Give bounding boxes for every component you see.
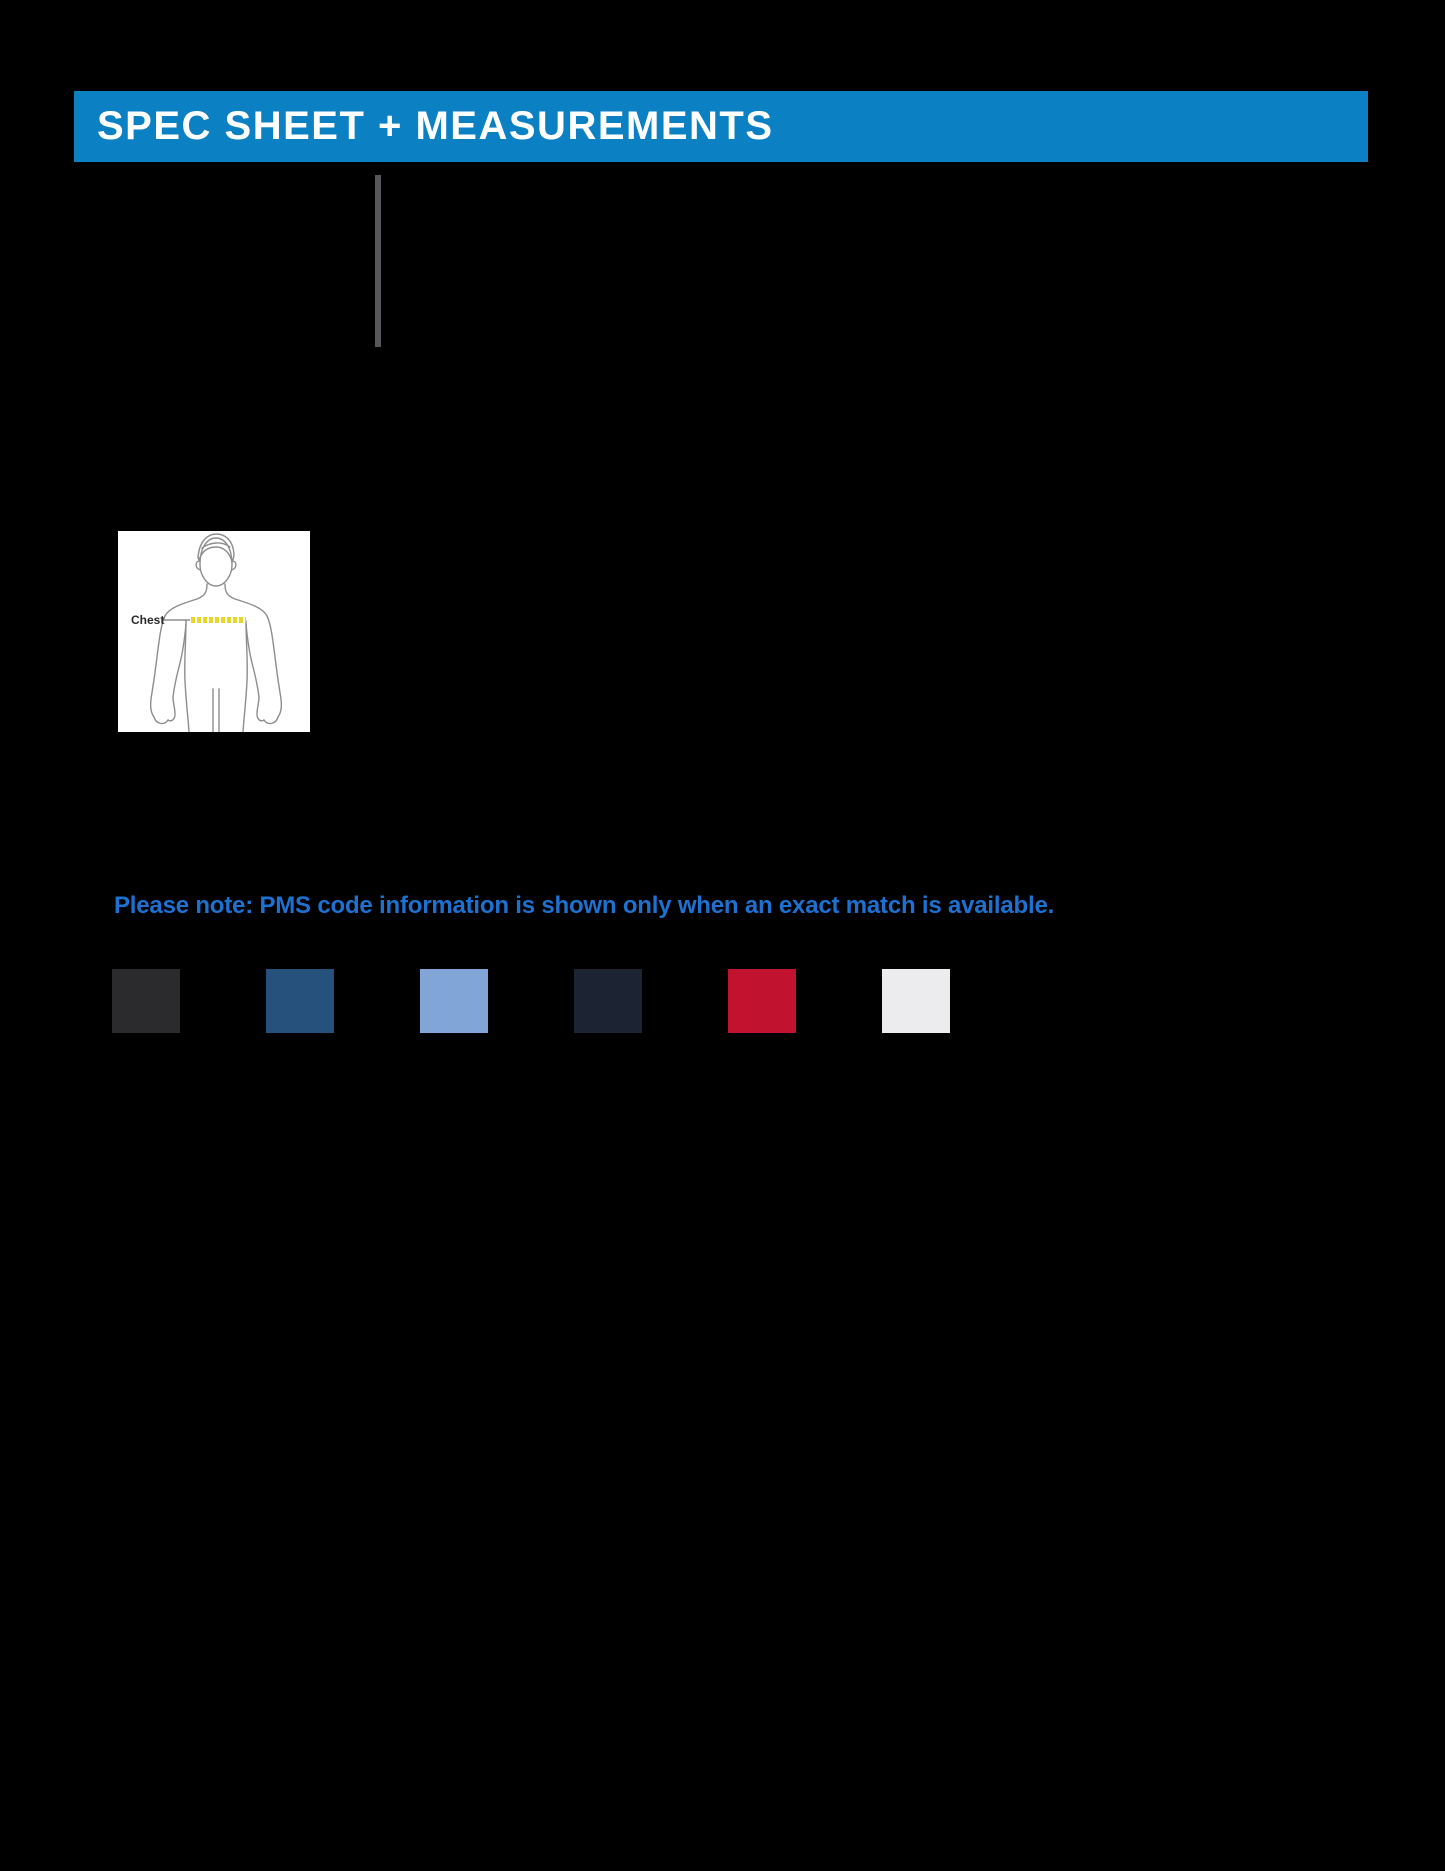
vertical-divider xyxy=(375,175,381,347)
pms-note-text: Please note: PMS code information is sho… xyxy=(114,892,1055,919)
color-swatch-navy xyxy=(574,969,642,1033)
chest-label: Chest xyxy=(131,613,164,627)
header-bar: SPEC SHEET + MEASUREMENTS xyxy=(74,91,1368,162)
chest-measurement-diagram: Chest xyxy=(118,531,310,732)
body-outline-drawing: Chest xyxy=(131,533,283,732)
color-swatch-row xyxy=(112,969,950,1033)
color-swatch-white xyxy=(882,969,950,1033)
color-swatch-black xyxy=(112,969,180,1033)
color-swatch-dark-blue xyxy=(266,969,334,1033)
color-swatch-light-blue xyxy=(420,969,488,1033)
page-title: SPEC SHEET + MEASUREMENTS xyxy=(97,104,774,148)
color-swatch-red xyxy=(728,969,796,1033)
